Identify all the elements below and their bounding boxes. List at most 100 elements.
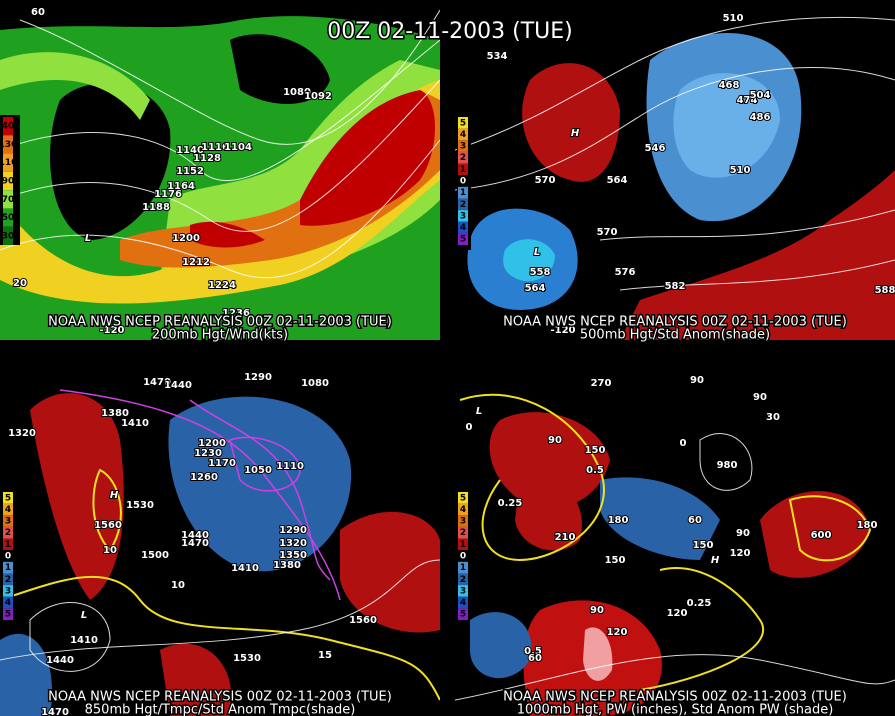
contour-label: 474 bbox=[737, 95, 758, 106]
contour-label: 60 bbox=[31, 7, 45, 18]
contour-label: 1530 bbox=[233, 653, 261, 664]
caption-source: NOAA NWS NCEP REANALYSIS 00Z 02-11-2003 … bbox=[503, 690, 847, 705]
contour-label: -120 bbox=[99, 325, 124, 336]
colorbar-swatch bbox=[458, 140, 468, 152]
contour-label: 1440 bbox=[46, 655, 74, 666]
panel-1000mb bbox=[455, 375, 895, 716]
contour-label: 1410 bbox=[70, 635, 98, 646]
colorbar-swatch bbox=[3, 503, 13, 516]
contour-label: 582 bbox=[665, 281, 686, 292]
contour-label: 1176 bbox=[154, 189, 182, 200]
contour-label: 1170 bbox=[208, 458, 236, 469]
colorbar-swatch bbox=[458, 585, 468, 597]
colorbar-swatch bbox=[458, 503, 468, 516]
contour-label: 600 bbox=[811, 530, 832, 541]
colorbar-label: 130 bbox=[0, 140, 17, 150]
map-title: 00Z 02-11-2003 (TUE) bbox=[327, 19, 573, 44]
colorbar-swatch bbox=[458, 561, 468, 574]
contour-label: 1260 bbox=[190, 472, 218, 483]
contour-label: 1440 bbox=[181, 530, 209, 541]
colorbar-label: 2 bbox=[460, 528, 466, 538]
contour-label: 1320 bbox=[8, 428, 36, 439]
colorbar-label: 3 bbox=[5, 517, 11, 527]
colorbar-swatch bbox=[3, 208, 13, 227]
contour-label: 1110 bbox=[276, 461, 304, 472]
contour-label: 10 bbox=[171, 580, 185, 591]
contour-label: 1050 bbox=[244, 465, 272, 476]
panel-annotations: 5105344684744865045465645705105705765585… bbox=[458, 12, 895, 344]
contour-label: 1290 bbox=[279, 525, 307, 536]
colorbar-label: 40 bbox=[2, 122, 15, 132]
text-layer: 00Z 02-11-2003 (TUE)60108010921140111611… bbox=[0, 6, 895, 716]
colorbar-label: 5 bbox=[460, 493, 466, 503]
contour-label: 1500 bbox=[141, 550, 169, 561]
colorbar-label: 1 bbox=[460, 540, 466, 550]
pressure-center: H bbox=[711, 555, 720, 566]
contour-label: 1164 bbox=[167, 181, 195, 192]
contour-label: 510 bbox=[730, 165, 751, 176]
colorbar-swatch bbox=[3, 492, 13, 504]
contour-label: 980 bbox=[717, 460, 738, 471]
contour-label: 10 bbox=[103, 545, 117, 556]
colorbar-label: 5 bbox=[5, 493, 11, 503]
colorbar-label: 3 bbox=[460, 517, 466, 527]
contour-label: 0.25 bbox=[498, 498, 523, 509]
colorbar-label: 4 bbox=[460, 505, 466, 515]
contour-label: 1116 bbox=[201, 142, 229, 153]
contour-label: 150 bbox=[693, 540, 714, 551]
colorbar-swatch bbox=[458, 151, 468, 164]
contour-label: 90 bbox=[690, 375, 704, 386]
contour-label: 564 bbox=[525, 283, 546, 294]
pressure-center: L bbox=[534, 247, 540, 258]
colorbar-swatch bbox=[458, 596, 468, 609]
contour-label: 180 bbox=[857, 520, 878, 531]
colorbar-swatch bbox=[458, 186, 468, 199]
contour-label: 180 bbox=[608, 515, 629, 526]
contour-label: 120 bbox=[607, 627, 628, 638]
contour-label: 576 bbox=[615, 267, 636, 278]
contour-label: 0 bbox=[466, 422, 473, 433]
contour-label: 30 bbox=[766, 412, 780, 423]
contour-label: 90 bbox=[753, 392, 767, 403]
contour-label: 90 bbox=[590, 605, 604, 616]
colorbar-label: 3 bbox=[460, 586, 466, 596]
contour-label: -120 bbox=[550, 325, 575, 336]
colorbar-label: 4 bbox=[460, 598, 466, 608]
contour-label: 150 bbox=[585, 445, 606, 456]
colorbar-label: 1 bbox=[5, 563, 11, 573]
colorbar-swatch bbox=[3, 550, 13, 562]
contour-label: 0.5 bbox=[524, 646, 542, 657]
colorbar-swatch bbox=[3, 190, 13, 209]
contour-label: 1080 bbox=[301, 378, 329, 389]
colorbar-swatch bbox=[3, 515, 13, 527]
colorbar-label: 3 bbox=[5, 586, 11, 596]
contour-label: 486 bbox=[750, 112, 771, 123]
colorbar-label: 2 bbox=[460, 153, 466, 163]
contour-label: 1470 bbox=[181, 538, 209, 549]
colorbar-label: 30 bbox=[2, 231, 15, 241]
colorbar-swatch bbox=[458, 221, 468, 234]
panel-annotations: 1470144012901080138014101320120012301170… bbox=[3, 371, 393, 716]
colorbar-label: 4 bbox=[460, 130, 466, 140]
colorbar-swatch bbox=[458, 608, 468, 620]
panel-200mb bbox=[0, 0, 440, 340]
colorbar-label: 50 bbox=[2, 213, 15, 223]
colorbar-label: 3 bbox=[460, 142, 466, 152]
pressure-center: L bbox=[476, 406, 482, 417]
colorbar-swatch bbox=[458, 210, 468, 222]
colorbar-label: 1 bbox=[460, 165, 466, 175]
colorbar-swatch bbox=[458, 515, 468, 527]
contour-label: 120 bbox=[730, 548, 751, 559]
contour-label: 1080 bbox=[283, 87, 311, 98]
colorbar-label: 110 bbox=[0, 158, 17, 168]
contour-label: 546 bbox=[645, 143, 666, 154]
caption-field: 500mb Hgt/Std Anom(shade) bbox=[580, 328, 770, 343]
contour-label: 504 bbox=[750, 90, 771, 101]
contour-label: 1104 bbox=[224, 142, 252, 153]
contour-label: 270 bbox=[591, 378, 612, 389]
contour-label: 1236 bbox=[222, 308, 250, 319]
colorbar-swatch bbox=[458, 492, 468, 504]
contour-label: 0.5 bbox=[586, 465, 604, 476]
contour-label: 1188 bbox=[142, 202, 170, 213]
